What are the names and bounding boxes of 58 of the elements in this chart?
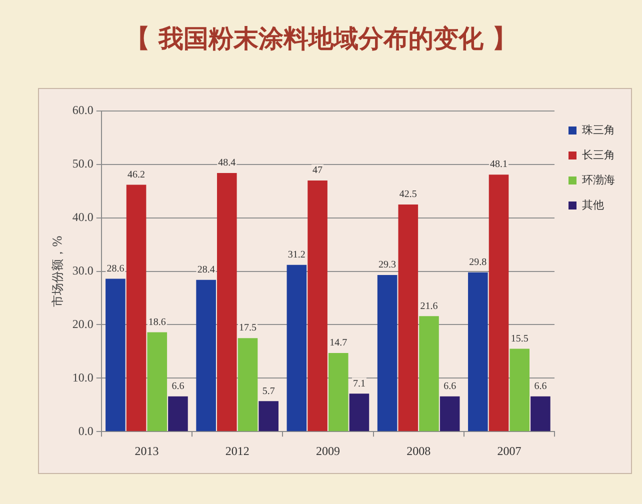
y-tick-label: 30.0 (72, 263, 94, 278)
y-axis-title: 市场份额，% (50, 236, 64, 308)
data-label: 6.6 (172, 380, 184, 392)
x-tick-label: 2007 (497, 444, 522, 458)
bar (530, 396, 550, 432)
bar (377, 275, 398, 432)
bar (258, 401, 278, 432)
bar (510, 348, 530, 432)
bar (419, 316, 439, 432)
legend-label: 长三角 (582, 148, 615, 162)
y-tick-label: 10.0 (72, 370, 94, 384)
data-label: 31.2 (288, 250, 306, 261)
bar (168, 396, 188, 432)
data-label: 17.5 (239, 322, 256, 334)
data-label: 48.1 (490, 159, 508, 170)
data-label: 48.4 (218, 158, 236, 169)
bar (488, 174, 509, 432)
bar (238, 338, 258, 432)
data-label: 29.3 (378, 260, 396, 271)
data-label: 46.2 (128, 169, 146, 180)
bar (147, 332, 168, 432)
data-label: 15.5 (510, 333, 528, 344)
bar (106, 278, 126, 432)
legend-label: 环渤海 (582, 173, 615, 186)
bar (217, 172, 237, 432)
data-label: 7.1 (352, 378, 366, 390)
x-tick-label: 2012 (225, 444, 250, 458)
bar (398, 204, 418, 432)
data-label: 28.4 (197, 264, 215, 276)
x-tick-label: 2009 (316, 444, 340, 458)
chart-title: 【 我国粉末涂料地域分布的变化 】 (124, 23, 518, 55)
x-tick-label: 2008 (406, 444, 431, 458)
data-label: 5.7 (262, 386, 275, 397)
legend-label: 其他 (582, 198, 604, 212)
x-tick-label: 2013 (134, 444, 159, 458)
bar (468, 272, 488, 432)
data-label: 47 (312, 165, 323, 176)
data-label: 28.6 (106, 263, 124, 274)
bar (286, 264, 307, 432)
y-tick-label: 60.0 (72, 103, 94, 118)
bar (349, 394, 370, 432)
data-label: 6.6 (444, 380, 456, 392)
data-label: 42.5 (399, 189, 417, 200)
data-label: 14.7 (330, 338, 348, 349)
bar (328, 353, 348, 432)
data-label: 21.6 (420, 300, 438, 312)
y-tick-label: 40.0 (72, 210, 94, 224)
bar (308, 180, 328, 432)
y-tick-label: 20.0 (72, 316, 94, 331)
legend-label: 珠三角 (582, 123, 615, 136)
bar (440, 396, 460, 432)
bar (126, 184, 146, 432)
data-label: 29.8 (469, 256, 487, 268)
bar (196, 280, 216, 432)
y-tick-label: 0.0 (78, 424, 94, 438)
y-tick-label: 50.0 (72, 156, 94, 171)
data-label: 18.6 (148, 316, 166, 328)
data-label: 6.6 (534, 380, 547, 392)
